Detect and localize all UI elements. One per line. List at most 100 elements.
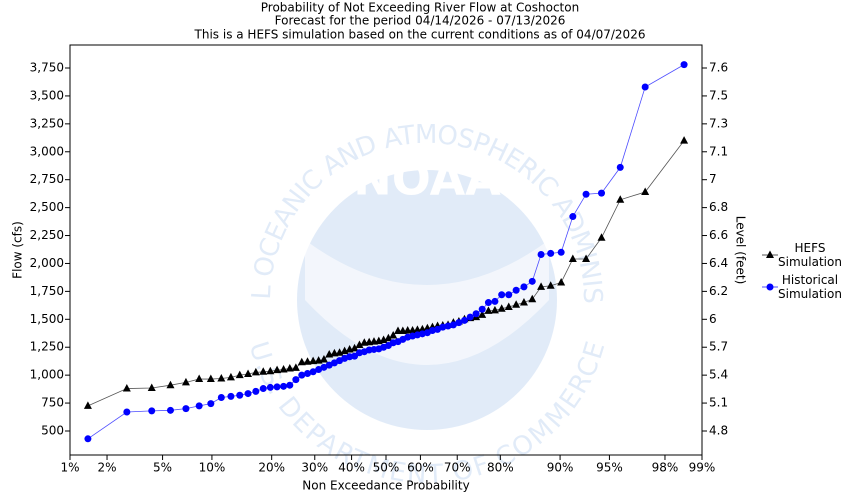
- data-point: [478, 305, 486, 313]
- data-point: [298, 371, 306, 379]
- y2-tick-label: 7.6: [709, 61, 728, 75]
- data-point: [478, 310, 487, 318]
- chart-subtitle: Forecast for the period 04/14/2026 - 07/…: [275, 14, 566, 28]
- data-point: [520, 283, 528, 291]
- x-tick-label: 98%: [652, 461, 679, 475]
- data-point: [498, 291, 506, 299]
- x-tick-label: 99%: [689, 461, 716, 475]
- data-point: [389, 330, 398, 339]
- data-point: [455, 319, 463, 327]
- x-tick-label: 70%: [444, 461, 471, 475]
- y-tick-label: 1,250: [30, 340, 64, 354]
- data-point: [537, 282, 546, 290]
- data-point: [297, 357, 306, 366]
- data-point: [286, 381, 294, 389]
- data-point: [244, 390, 252, 398]
- y-tick-label: 3,000: [30, 144, 64, 158]
- x-tick-label: 2%: [98, 461, 117, 475]
- data-point: [512, 300, 521, 308]
- data-point: [680, 136, 689, 144]
- watermark-gull: [305, 240, 549, 365]
- data-point: [528, 294, 537, 303]
- data-point: [123, 408, 131, 416]
- data-point: [244, 369, 253, 378]
- y-tick-label: 2,250: [30, 228, 64, 242]
- data-point: [597, 233, 606, 241]
- watermark-logo: NOAA: [353, 152, 501, 206]
- data-point: [252, 387, 260, 395]
- y2-tick-label: 4.8: [709, 423, 728, 437]
- x-tick-label: 90%: [547, 461, 574, 475]
- y2-tick-label: 5.7: [709, 340, 728, 354]
- data-point: [472, 310, 480, 318]
- data-point: [519, 298, 528, 306]
- y2-tick-label: 7.3: [709, 116, 728, 130]
- legend-label: HEFS Simulation: [778, 241, 842, 269]
- data-point: [449, 321, 457, 329]
- data-point: [505, 291, 513, 299]
- data-point: [504, 302, 513, 311]
- data-point: [236, 391, 244, 399]
- y2-tick-label: 6.6: [709, 228, 728, 242]
- data-point: [351, 352, 359, 360]
- y-axis-label: Flow (cfs): [11, 221, 25, 279]
- x-tick-label: 40%: [338, 461, 365, 475]
- data-point: [291, 363, 300, 371]
- data-point: [266, 366, 275, 375]
- legend-marker: [766, 250, 774, 258]
- data-point: [235, 370, 244, 379]
- data-point: [460, 316, 468, 324]
- data-point: [319, 355, 328, 363]
- y2-tick-label: 6.2: [709, 284, 728, 298]
- x-tick-label: 95%: [596, 461, 623, 475]
- data-point: [598, 189, 606, 197]
- data-point: [304, 369, 312, 377]
- y2-tick-label: 6.8: [709, 200, 728, 214]
- legend-label: Historical Simulation: [778, 273, 842, 301]
- data-point: [259, 385, 267, 393]
- x-tick-label: 10%: [199, 461, 226, 475]
- data-point: [490, 305, 499, 314]
- y2-axis-label: Level (feet): [734, 216, 748, 285]
- data-point: [273, 365, 282, 374]
- watermark: NOAA NATIONAL OCEANIC AND ATMOSPHERIC AD…: [0, 0, 612, 491]
- data-point: [83, 401, 92, 409]
- y2-tick-label: 5.4: [709, 368, 728, 382]
- data-point: [207, 400, 215, 408]
- y2-tick-label: 5.1: [709, 396, 728, 410]
- watermark-disc: [297, 170, 557, 430]
- data-point: [355, 340, 364, 348]
- y2-tick-label: 6.4: [709, 256, 728, 270]
- y-tick-label: 2,750: [30, 172, 64, 186]
- x-tick-label: 5%: [153, 461, 172, 475]
- data-point: [195, 402, 203, 410]
- data-point: [569, 213, 577, 221]
- legend-marker: [766, 283, 774, 291]
- data-point: [484, 306, 493, 314]
- y-tick-label: 3,500: [30, 88, 64, 102]
- y2-tick-label: 7: [709, 172, 717, 186]
- data-point: [484, 299, 492, 307]
- y-tick-label: 1,000: [30, 368, 64, 382]
- data-point: [309, 368, 317, 376]
- data-point: [444, 322, 452, 330]
- y2-tick-label: 7.1: [709, 144, 728, 158]
- x-tick-label: 50%: [373, 461, 400, 475]
- data-point: [582, 254, 591, 262]
- data-point: [285, 363, 294, 372]
- x-tick-label: 30%: [301, 461, 328, 475]
- y2-tick-label: 7.5: [709, 88, 728, 102]
- data-point: [315, 366, 323, 374]
- y2-tick-label: 6: [709, 312, 717, 326]
- data-point: [641, 83, 649, 91]
- data-point: [309, 356, 318, 365]
- data-point: [122, 384, 131, 392]
- data-point: [491, 297, 499, 305]
- chart-note: This is a HEFS simulation based on the c…: [194, 28, 646, 42]
- data-point: [616, 163, 624, 171]
- y-tick-label: 1,500: [30, 312, 64, 326]
- data-point: [148, 407, 156, 415]
- y-tick-label: 3,750: [30, 61, 64, 75]
